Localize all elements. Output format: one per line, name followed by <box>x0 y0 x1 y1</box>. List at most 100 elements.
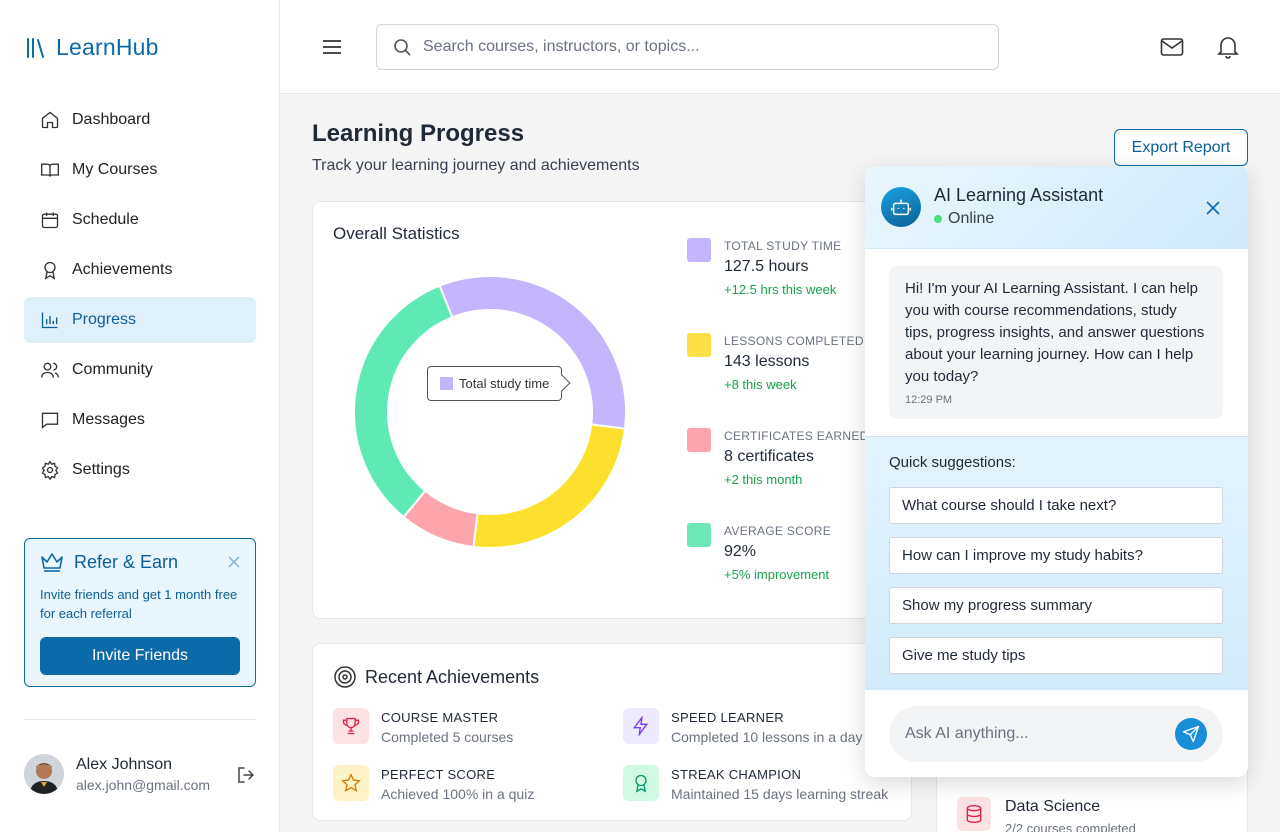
award-icon <box>635 774 647 793</box>
quick-suggestions: Quick suggestions: What course should I … <box>865 436 1248 690</box>
chat-input-bar <box>889 706 1223 762</box>
library-icon <box>27 37 44 58</box>
course-name: Data Science <box>1005 798 1101 815</box>
search-input[interactable] <box>423 38 963 56</box>
lightning-icon <box>633 716 649 736</box>
course-progress: 2/2 courses completed <box>1005 821 1136 832</box>
stat-label: CERTIFICATES EARNED <box>724 429 869 443</box>
sidebar-item-label: Progress <box>72 311 137 328</box>
achievement-desc: Completed 5 courses <box>381 729 514 745</box>
divider <box>24 719 256 720</box>
bot-avatar <box>881 187 921 227</box>
stat-label: AVERAGE SCORE <box>724 524 832 538</box>
trophy-icon <box>342 717 360 735</box>
close-icon[interactable] <box>1205 200 1221 216</box>
sidebar-item-label: Messages <box>72 411 145 428</box>
message-time: 12:29 PM <box>905 394 953 406</box>
donut-chart <box>353 275 627 549</box>
sidebar-item-label: Schedule <box>72 211 139 228</box>
refer-card: Refer & Earn Invite friends and get 1 mo… <box>24 538 256 687</box>
achievement-item[interactable]: STREAK CHAMPION Maintained 15 days learn… <box>623 765 913 805</box>
mail-icon[interactable] <box>1160 36 1184 58</box>
achievement-item[interactable]: PERFECT SCORE Achieved 100% in a quiz <box>333 765 623 805</box>
sidebar-item-label: Dashboard <box>72 111 151 128</box>
calendar-icon <box>41 212 59 229</box>
donut-slice-total-study-time[interactable] <box>438 275 627 430</box>
achievement-item[interactable]: SPEED LEARNER Completed 10 lessons in a … <box>623 708 913 748</box>
sidebar: LearnHub Dashboard My Courses Schedule A… <box>0 0 280 832</box>
avatar-image <box>24 754 64 794</box>
target-icon <box>334 666 356 688</box>
sidebar-item-schedule[interactable]: Schedule <box>24 197 256 243</box>
sidebar-item-achievements[interactable]: Achievements <box>24 247 256 293</box>
chat-input[interactable] <box>905 725 1165 743</box>
achievement-desc: Completed 10 lessons in a day <box>671 729 863 745</box>
message-icon <box>41 412 59 429</box>
sidebar-item-dashboard[interactable]: Dashboard <box>24 97 256 143</box>
achievement-title: COURSE MASTER <box>381 710 499 725</box>
ai-assistant-panel: AI Learning Assistant Online Hi! I'm you… <box>865 166 1248 777</box>
legend-swatch <box>687 238 711 262</box>
online-dot <box>934 215 942 223</box>
message-text: Hi! I'm your AI Learning Assistant. I ca… <box>905 280 1205 385</box>
stat-value: 143 lessons <box>724 353 810 370</box>
sidebar-item-messages[interactable]: Messages <box>24 397 256 443</box>
suggestion-button[interactable]: Show my progress summary <box>889 587 1223 624</box>
refer-title: Refer & Earn <box>74 551 179 572</box>
refer-text: Invite friends and get 1 month free for … <box>40 587 238 621</box>
logout-icon[interactable] <box>236 765 256 785</box>
sidebar-item-my-courses[interactable]: My Courses <box>24 147 256 193</box>
stat-label: LESSONS COMPLETED <box>724 334 864 348</box>
stat-change: +8 this week <box>724 377 797 392</box>
user-email: alex.john@gmail.com <box>76 776 211 793</box>
sidebar-item-progress[interactable]: Progress <box>24 297 256 343</box>
stat-change: +5% improvement <box>724 567 830 582</box>
menu-icon[interactable] <box>322 37 342 57</box>
book-icon <box>41 163 59 177</box>
stat-value: 127.5 hours <box>724 258 809 275</box>
suggestion-button[interactable]: How can I improve my study habits? <box>889 537 1223 574</box>
achievement-title: SPEED LEARNER <box>671 710 784 725</box>
stats-title: Overall Statistics <box>333 224 460 243</box>
sidebar-item-label: Achievements <box>72 261 173 278</box>
chat-header: AI Learning Assistant Online <box>865 166 1248 249</box>
sidebar-item-community[interactable]: Community <box>24 347 256 393</box>
close-icon[interactable] <box>227 555 241 569</box>
bar-chart-icon <box>41 312 58 329</box>
bell-icon[interactable] <box>1217 35 1239 59</box>
tooltip-label: Total study time <box>459 376 550 391</box>
export-report-button[interactable]: Export Report <box>1114 129 1248 166</box>
logo-text: LearnHub <box>56 34 159 60</box>
stat-value: 8 certificates <box>724 448 814 465</box>
stat-value: 92% <box>724 543 757 560</box>
sidebar-item-label: My Courses <box>72 161 158 178</box>
donut-slice-lessons-completed[interactable] <box>472 423 627 549</box>
gear-icon <box>41 460 59 480</box>
send-button[interactable] <box>1175 718 1207 750</box>
logo[interactable]: LearnHub <box>24 34 159 61</box>
recent-achievements-card: Recent Achievements COURSE MASTER Comple… <box>312 643 912 821</box>
page-title: Learning Progress <box>312 120 525 147</box>
legend-swatch <box>687 523 711 547</box>
send-icon <box>1182 725 1200 743</box>
chat-title: AI Learning Assistant <box>934 185 1104 205</box>
achievement-title: PERFECT SCORE <box>381 767 496 782</box>
achievement-item[interactable]: COURSE MASTER Completed 5 courses <box>333 708 623 748</box>
suggestions-title: Quick suggestions: <box>889 454 1016 471</box>
suggestion-button[interactable]: What course should I take next? <box>889 487 1223 524</box>
achievement-title: STREAK CHAMPION <box>671 767 802 782</box>
chart-tooltip: Total study time <box>427 366 571 401</box>
assistant-message: Hi! I'm your AI Learning Assistant. I ca… <box>889 266 1223 419</box>
star-icon <box>341 773 361 792</box>
status-text: Online <box>948 210 995 227</box>
topbar <box>280 0 1280 94</box>
sidebar-item-label: Settings <box>72 461 130 478</box>
invite-friends-button[interactable]: Invite Friends <box>40 637 240 675</box>
avatar[interactable] <box>24 754 64 794</box>
legend-swatch <box>687 333 711 357</box>
tooltip-swatch <box>440 377 453 390</box>
donut-slice-average-score[interactable] <box>353 284 454 519</box>
suggestion-button[interactable]: Give me study tips <box>889 637 1223 674</box>
sidebar-item-settings[interactable]: Settings <box>24 447 256 493</box>
achievements-title: Recent Achievements <box>365 666 540 687</box>
